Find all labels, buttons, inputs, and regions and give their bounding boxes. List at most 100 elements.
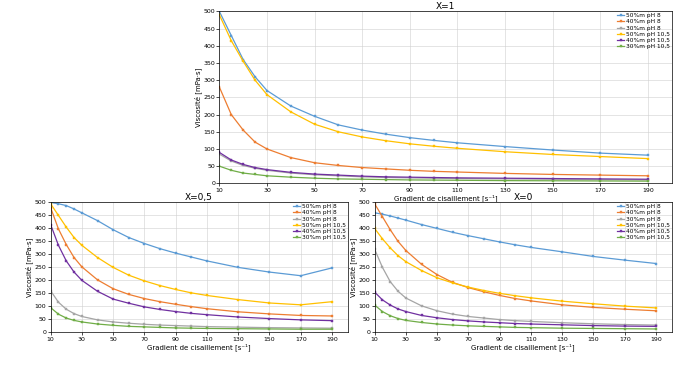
- 40%m pH 10,5: [125, 301, 133, 306]
- Line: 50%m pH 10,5: 50%m pH 10,5: [373, 227, 657, 309]
- 50%m pH 10,5: [358, 134, 367, 139]
- 30%m pH 10,5: [454, 178, 462, 183]
- 30%m pH 10,5: [234, 326, 242, 331]
- 50%m pH 10,5: [495, 291, 504, 296]
- 50%m pH 8: [47, 200, 55, 205]
- 40%m pH 8: [433, 272, 441, 277]
- 50%m pH 8: [358, 128, 367, 132]
- 40%m pH 10,5: [239, 162, 247, 167]
- Line: 50%m pH 8: 50%m pH 8: [218, 10, 649, 157]
- 50%m pH 8: [464, 233, 472, 238]
- 30%m pH 8: [78, 314, 86, 319]
- 50%m pH 8: [287, 104, 295, 108]
- 50%m pH 10,5: [644, 156, 652, 161]
- 30%m pH 8: [239, 163, 247, 168]
- 40%m pH 10,5: [386, 303, 394, 308]
- 50%m pH 8: [480, 236, 488, 241]
- 40%m pH 8: [394, 239, 402, 244]
- 50%m pH 10,5: [287, 110, 295, 114]
- 40%m pH 8: [287, 155, 295, 160]
- 50%m pH 10,5: [263, 92, 271, 97]
- 50%m pH 8: [379, 212, 387, 217]
- 50%m pH 10,5: [239, 59, 247, 64]
- 50%m pH 10,5: [93, 255, 101, 260]
- 30%m pH 8: [358, 175, 367, 179]
- 50%m pH 8: [406, 135, 414, 140]
- 30%m pH 10,5: [70, 318, 78, 323]
- 30%m pH 10,5: [310, 176, 319, 180]
- 50%m pH 8: [310, 114, 319, 118]
- 30%m pH 8: [596, 177, 604, 182]
- 50%m pH 10,5: [433, 275, 441, 280]
- 50%m pH 10,5: [394, 253, 402, 258]
- 30%m pH 8: [449, 312, 457, 316]
- 50%m pH 8: [495, 240, 504, 244]
- 40%m pH 10,5: [371, 290, 379, 295]
- 40%m pH 8: [417, 262, 425, 267]
- 30%m pH 8: [297, 325, 305, 330]
- 30%m pH 8: [402, 296, 410, 300]
- 40%m pH 8: [156, 299, 164, 304]
- 40%m pH 10,5: [187, 311, 195, 316]
- 30%m pH 8: [287, 171, 295, 175]
- 50%m pH 8: [402, 218, 410, 222]
- 50%m pH 10,5: [215, 13, 223, 17]
- 40%m pH 10,5: [93, 289, 101, 294]
- 50%m pH 8: [433, 226, 441, 231]
- 30%m pH 8: [234, 325, 242, 329]
- 30%m pH 8: [227, 159, 236, 163]
- 50%m pH 10,5: [55, 213, 63, 218]
- 40%m pH 8: [358, 165, 367, 170]
- 30%m pH 8: [156, 323, 164, 327]
- Line: 40%m pH 8: 40%m pH 8: [218, 86, 649, 177]
- 40%m pH 10,5: [55, 243, 63, 248]
- 40%m pH 10,5: [234, 315, 242, 319]
- 50%m pH 8: [227, 33, 236, 38]
- 30%m pH 8: [70, 311, 78, 316]
- 50%m pH 8: [215, 9, 223, 14]
- 40%m pH 8: [429, 169, 437, 173]
- 40%m pH 10,5: [156, 307, 164, 312]
- 40%m pH 10,5: [310, 172, 319, 176]
- 30%m pH 10,5: [334, 176, 342, 181]
- Title: X=0: X=0: [514, 193, 533, 202]
- 50%m pH 8: [621, 258, 629, 262]
- Line: 50%m pH 8: 50%m pH 8: [49, 201, 333, 277]
- 30%m pH 10,5: [78, 320, 86, 324]
- 30%m pH 8: [394, 289, 402, 294]
- 50%m pH 8: [371, 210, 379, 215]
- 50%m pH 10,5: [371, 226, 379, 231]
- 30%m pH 10,5: [402, 318, 410, 323]
- 40%m pH 10,5: [429, 175, 437, 180]
- 50%m pH 8: [263, 88, 271, 93]
- 40%m pH 8: [334, 163, 342, 168]
- 40%m pH 10,5: [47, 222, 55, 227]
- 30%m pH 8: [652, 323, 660, 327]
- 50%m pH 8: [328, 265, 336, 270]
- 40%m pH 10,5: [644, 177, 652, 181]
- 40%m pH 8: [382, 167, 390, 171]
- 30%m pH 8: [215, 152, 223, 157]
- 40%m pH 10,5: [203, 312, 211, 317]
- 40%m pH 8: [70, 255, 78, 260]
- 30%m pH 8: [382, 175, 390, 180]
- 40%m pH 8: [379, 214, 387, 219]
- Y-axis label: Viscosité [mPa·s]: Viscosité [mPa·s]: [26, 238, 33, 297]
- 40%m pH 10,5: [263, 167, 271, 172]
- 40%m pH 10,5: [328, 318, 336, 323]
- 30%m pH 8: [429, 176, 437, 180]
- 30%m pH 8: [589, 322, 597, 326]
- 40%m pH 10,5: [287, 170, 295, 175]
- 30%m pH 10,5: [287, 175, 295, 180]
- Line: 40%m pH 8: 40%m pH 8: [373, 202, 657, 312]
- X-axis label: Gradient de cisaillement [s⁻¹]: Gradient de cisaillement [s⁻¹]: [147, 343, 251, 351]
- 40%m pH 10,5: [140, 304, 148, 309]
- 40%m pH 8: [402, 248, 410, 253]
- 30%m pH 8: [251, 166, 259, 170]
- 50%m pH 8: [511, 243, 519, 247]
- Line: 30%m pH 10,5: 30%m pH 10,5: [49, 306, 333, 330]
- 40%m pH 10,5: [382, 175, 390, 179]
- 40%m pH 8: [596, 173, 604, 177]
- 30%m pH 10,5: [480, 324, 488, 329]
- 40%m pH 10,5: [78, 278, 86, 283]
